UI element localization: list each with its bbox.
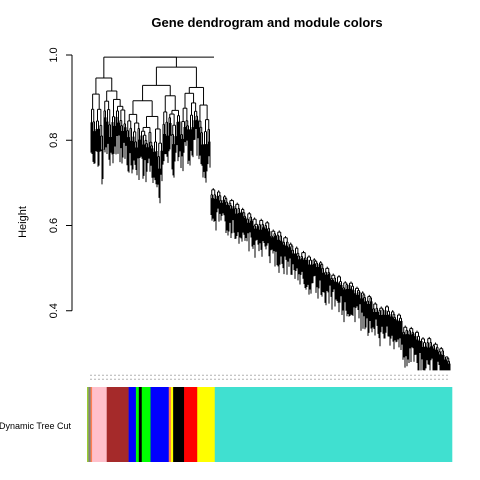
y-axis: 0.4 0.6 0.8 1.0	[48, 47, 73, 318]
y-tick-label: 0.8	[48, 133, 60, 148]
y-tick-label: 0.4	[48, 303, 60, 318]
color-bar-segment	[135, 387, 140, 462]
color-bar-segment	[92, 387, 108, 462]
color-bar-segment	[214, 387, 453, 462]
color-bar-segment	[138, 387, 143, 462]
color-bar-segment	[170, 387, 174, 462]
color-bar-segment	[173, 387, 185, 462]
y-tick-label: 0.6	[48, 218, 60, 233]
color-bar-segment	[128, 387, 137, 462]
color-bar-segment	[88, 387, 91, 462]
color-bar-segment	[150, 387, 170, 462]
dendrogram-tree	[90, 56, 451, 380]
module-color-bar	[87, 387, 453, 462]
color-bar-segment	[168, 387, 172, 462]
y-axis-label: Height	[17, 206, 29, 238]
color-bar-segment	[184, 387, 198, 462]
color-bar-segment	[106, 387, 129, 462]
chart-title: Gene dendrogram and module colors	[151, 15, 382, 30]
color-bar-segment	[87, 387, 89, 462]
color-bar-segment	[90, 387, 93, 462]
color-bar-segment	[197, 387, 216, 462]
color-row-label: Dynamic Tree Cut	[0, 421, 72, 431]
y-tick-label: 1.0	[48, 47, 60, 62]
color-bar-segment	[141, 387, 151, 462]
